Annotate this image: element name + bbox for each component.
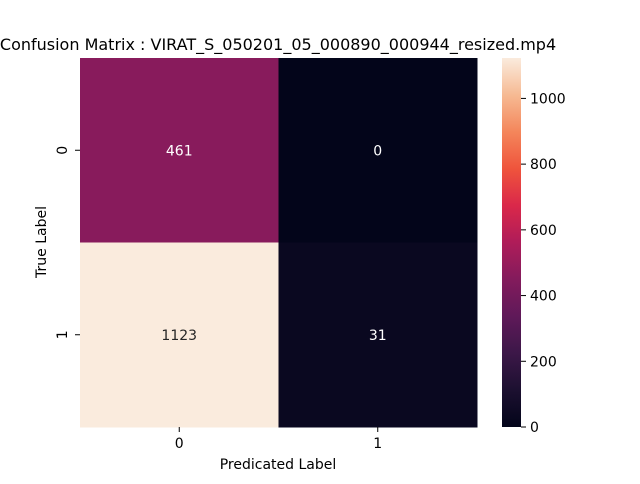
x-tick-label: 1 <box>373 436 382 452</box>
x-tick-label: 0 <box>175 436 184 452</box>
cell-value-r1-c1: 31 <box>369 328 387 344</box>
colorbar-tick-label: 800 <box>530 157 557 173</box>
colorbar-tick-label: 1000 <box>530 91 566 107</box>
colorbar-tick-label: 200 <box>530 354 557 370</box>
heatmap-cell-r0-c1 <box>278 58 478 243</box>
colorbar-tick-label: 600 <box>530 223 557 239</box>
heatmap-cell-r1-c0 <box>80 242 279 428</box>
heatmap-cell-r0-c0 <box>80 58 279 243</box>
colorbar-tick-label: 0 <box>530 420 539 436</box>
cell-value-r1-c0: 1123 <box>161 328 197 344</box>
heatmap-cells <box>80 58 478 428</box>
cell-value-r0-c1: 0 <box>373 143 382 159</box>
colorbar-tick-label: 400 <box>530 289 557 305</box>
y-axis-ticks: 01 <box>55 146 80 339</box>
chart-title: Confusion Matrix : VIRAT_S_050201_05_000… <box>0 35 556 55</box>
colorbar-ticks: 0 200 400 600 800 1000 <box>521 91 566 436</box>
y-tick-label: 0 <box>55 146 71 155</box>
y-tick-label: 1 <box>55 330 71 339</box>
colorbar <box>502 58 521 427</box>
cell-value-r0-c0: 461 <box>166 143 193 159</box>
heatmap-cell-r1-c1 <box>278 242 478 428</box>
heatmap-cell-labels: 461 0 1123 31 <box>161 143 386 344</box>
x-axis-label: Predicated Label <box>220 457 337 473</box>
y-axis-label: True Label <box>34 206 50 279</box>
